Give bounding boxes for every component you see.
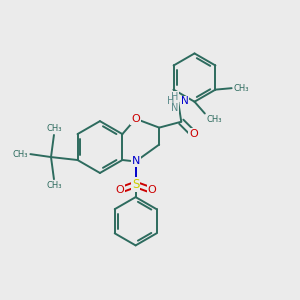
Text: N: N: [131, 157, 140, 166]
Text: H
N: H N: [171, 92, 178, 113]
Text: CH₃: CH₃: [46, 124, 62, 133]
Text: CH₃: CH₃: [206, 115, 222, 124]
Text: O: O: [131, 114, 140, 124]
Text: O: O: [115, 185, 124, 195]
Text: O: O: [148, 185, 156, 195]
Text: H: H: [167, 96, 175, 106]
Text: CH₃: CH₃: [46, 181, 62, 190]
Text: S: S: [132, 178, 139, 191]
Text: N: N: [181, 96, 188, 106]
Text: CH₃: CH₃: [233, 84, 249, 93]
Text: O: O: [189, 129, 198, 139]
Text: CH₃: CH₃: [13, 150, 28, 159]
